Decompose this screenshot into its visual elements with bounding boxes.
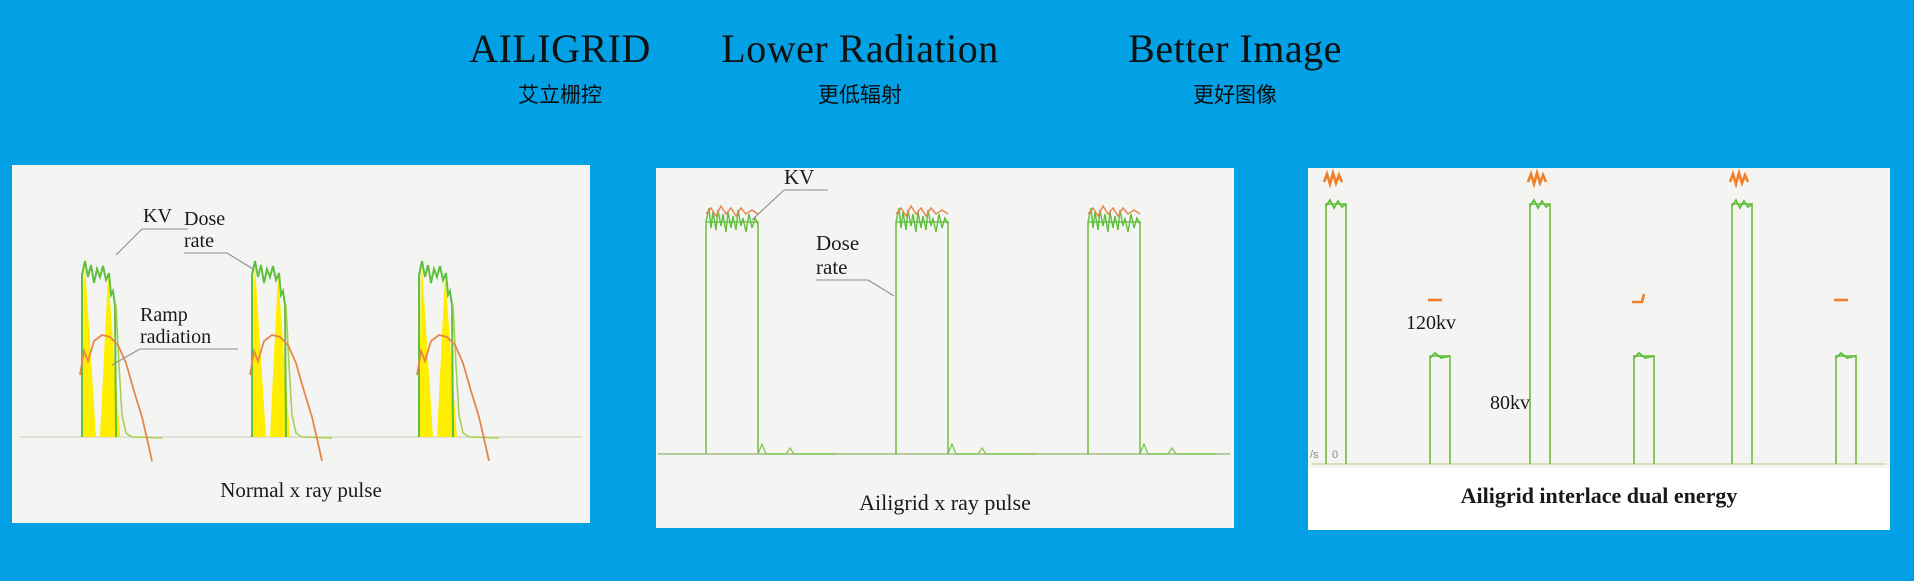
kv-leader-line (751, 189, 785, 221)
pulse-80kv-3 (1835, 355, 1857, 464)
header-title-cn-lower-radiation: 更低辐射 (818, 83, 902, 107)
chart-panel-dual-energy: /s 0 120kv 80kv (1308, 168, 1890, 530)
ramp-fill-3b (419, 263, 429, 437)
dose-noise-top-3 (1087, 207, 1141, 233)
annotation-kv: KV (143, 205, 172, 227)
kv-noise-top-1 (705, 204, 759, 218)
pulse-80kv-top-2 (1633, 351, 1655, 359)
header-column-better-image: Better Image 更好图像 (1045, 26, 1425, 108)
kv-flat-marker-80-2 (1632, 293, 1646, 304)
pulse-120kv-top-1 (1325, 198, 1347, 210)
baseline-ripple-2 (947, 442, 1036, 455)
axis-unit-label: /s (1310, 449, 1319, 461)
pulse-80kv-1 (1429, 355, 1451, 464)
waveform-plot-dual-energy: /s 0 120kv 80kv (1308, 168, 1890, 470)
axis-zero-label: 0 (1332, 449, 1338, 461)
dose-square-3 (1087, 221, 1141, 454)
dose-decay-2 (285, 304, 333, 439)
dose-decay-1 (115, 304, 163, 439)
waveform-plot-ailigrid: KV Dose rate (656, 168, 1234, 486)
kv-trace-3 (416, 334, 490, 462)
panel-caption-ailigrid: Ailigrid x ray pulse (859, 490, 1031, 515)
annotation-dose-rate-line2: rate (816, 255, 847, 279)
pulse-80kv-top-1 (1429, 351, 1451, 359)
annotation-ramp-radiation-line2: radiation (140, 326, 211, 348)
pulse-80kv-top-3 (1835, 351, 1857, 359)
annotation-ramp-radiation-line1: Ramp (140, 304, 188, 326)
ramp-fill-2b (252, 263, 262, 437)
dose-noise-top-1 (705, 207, 759, 233)
dose-rate-leader-line (867, 279, 895, 297)
annotation-kv: KV (784, 168, 814, 189)
ramp-radiation-leader-line (111, 348, 141, 366)
baseline-ripple-1 (757, 442, 836, 455)
pulse-120kv-top-2 (1529, 198, 1551, 210)
dose-trace-3 (418, 260, 454, 438)
header-title-en-brand: AILIGRID (469, 26, 651, 71)
annotation-dose-rate-line1: Dose (816, 231, 859, 255)
annotation-dose-rate-line1: Dose (184, 208, 225, 230)
pulse-120kv-1 (1325, 203, 1347, 464)
annotation-dose-rate-line2: rate (184, 230, 214, 252)
dose-trace-1 (81, 260, 117, 438)
ramp-fill-3 (422, 265, 457, 437)
panel-caption-dual-energy: Ailigrid interlace dual energy (1308, 471, 1890, 530)
dose-trace-2 (251, 260, 287, 438)
dose-square-1 (705, 221, 759, 454)
baseline-ripple-3 (1139, 442, 1216, 455)
kv-burst-marker-120-1 (1322, 168, 1344, 189)
legend-label-80kv: 80kv (1490, 392, 1530, 414)
waveform-plot-normal: KV Dose rate Ramp radiation (12, 165, 590, 475)
ramp-fill-2 (255, 265, 290, 437)
kv-trace-2 (249, 334, 323, 462)
kv-burst-marker-120-2 (1526, 168, 1548, 189)
kv-noise-top-2 (895, 204, 949, 218)
pulse-120kv-3 (1731, 203, 1753, 464)
header-column-brand: AILIGRID 艾立栅控 (430, 26, 690, 108)
header-title-en-lower-radiation: Lower Radiation (721, 26, 999, 71)
header-column-lower-radiation: Lower Radiation 更低辐射 (660, 26, 1060, 108)
header-title-en-better-image: Better Image (1128, 26, 1342, 71)
header-title-cn-better-image: 更好图像 (1193, 83, 1277, 107)
kv-trace-1 (79, 334, 153, 462)
chart-panel-normal-pulse: KV Dose rate Ramp radiation Normal x ray… (12, 165, 590, 523)
legend-label-120kv: 120kv (1406, 312, 1456, 334)
ramp-fill-1b (82, 263, 92, 437)
kv-leader-line (115, 228, 143, 256)
chart-panel-ailigrid-pulse: KV Dose rate Ailigrid x ray pulse (656, 168, 1234, 528)
panel-caption-normal: Normal x ray pulse (220, 478, 382, 502)
header-banner: AILIGRID 艾立栅控 Lower Radiation 更低辐射 Bette… (0, 0, 1914, 140)
dose-decay-3 (452, 304, 500, 439)
pulse-120kv-top-3 (1731, 198, 1753, 210)
dose-noise-top-2 (895, 207, 949, 233)
pulse-80kv-2 (1633, 355, 1655, 464)
pulse-120kv-2 (1529, 203, 1551, 464)
dose-square-2 (895, 221, 949, 454)
header-title-cn-brand: 艾立栅控 (518, 83, 602, 107)
kv-burst-marker-120-3 (1728, 168, 1750, 189)
ramp-fill-1 (85, 265, 120, 437)
dose-rate-leader-line (226, 252, 254, 270)
kv-noise-top-3 (1087, 204, 1141, 218)
